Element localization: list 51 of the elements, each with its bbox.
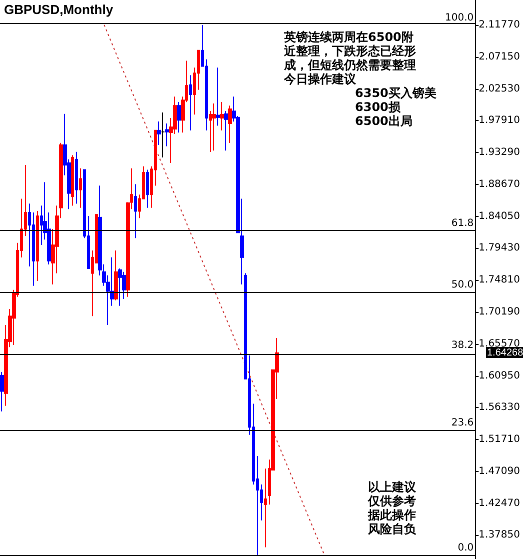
annotation: 38.2 [451,340,474,352]
candlestick [220,102,224,131]
annotation: 0.0 [458,542,474,554]
candlestick [79,168,82,208]
y-tick-label: 2.02530 [478,83,520,94]
candlestick [114,250,118,301]
annotation: 今日操作建议 [283,72,357,86]
candlestick [264,468,267,548]
candlestick [165,123,169,147]
candlestick [0,371,4,412]
text: 1.64268 [487,348,523,358]
candlestick [216,67,220,126]
candlestick [36,210,39,282]
annotation: 6350买入镑美 [355,86,436,100]
candlestick [75,151,78,204]
annotation: 英镑连续两周在6500附近整理，下跌形态已经形成，但短线仍然需要整理 [283,30,416,72]
y-tick-label: 1.65570 [478,338,520,350]
y-tick-label: 1.88670 [478,178,520,190]
annotation: 61.8 [451,218,474,229]
candlestick [228,105,232,144]
candlestick [212,103,216,151]
candlestick [118,268,122,306]
y-tick-label: 1.70190 [478,306,520,318]
candlestick [161,112,165,158]
annotation: 以上建议仅供参考据此操作风险自负 [367,480,417,536]
annotation: 6500出局 [355,114,412,128]
candlestick [71,154,74,206]
candlestick [189,74,192,131]
y-tick-label: 1.84050 [478,210,520,222]
y-tick-label: 1.74810 [478,274,520,286]
candlestick [134,184,137,239]
chart-title: GBPUSD,Monthly [4,2,114,17]
y-tick-label: 1.42470 [478,498,520,509]
annotation: 6300损 [355,100,402,114]
candlestick [177,102,181,134]
y-tick-label: 1.37850 [478,530,520,541]
annotation: 23.6 [451,417,474,428]
y-tick-label: 1.51710 [478,434,520,446]
y-tick-label: 1.79430 [478,242,520,254]
annotation: 50.0 [451,279,474,290]
y-tick-label: 2.11770 [478,20,520,31]
candlestick [146,169,149,208]
candlestick [157,120,161,146]
y-tick-label: 1.56330 [478,402,520,414]
candlestick [224,110,228,151]
y-tick-label: 1.97910 [478,115,520,126]
y-tick-label: 1.93290 [478,147,520,158]
annotation: 100.0 [445,12,474,24]
y-tick-label: 1.60950 [478,370,520,382]
y-tick-label: 1.47090 [478,466,520,477]
y-tick-label: 2.07150 [478,51,520,62]
